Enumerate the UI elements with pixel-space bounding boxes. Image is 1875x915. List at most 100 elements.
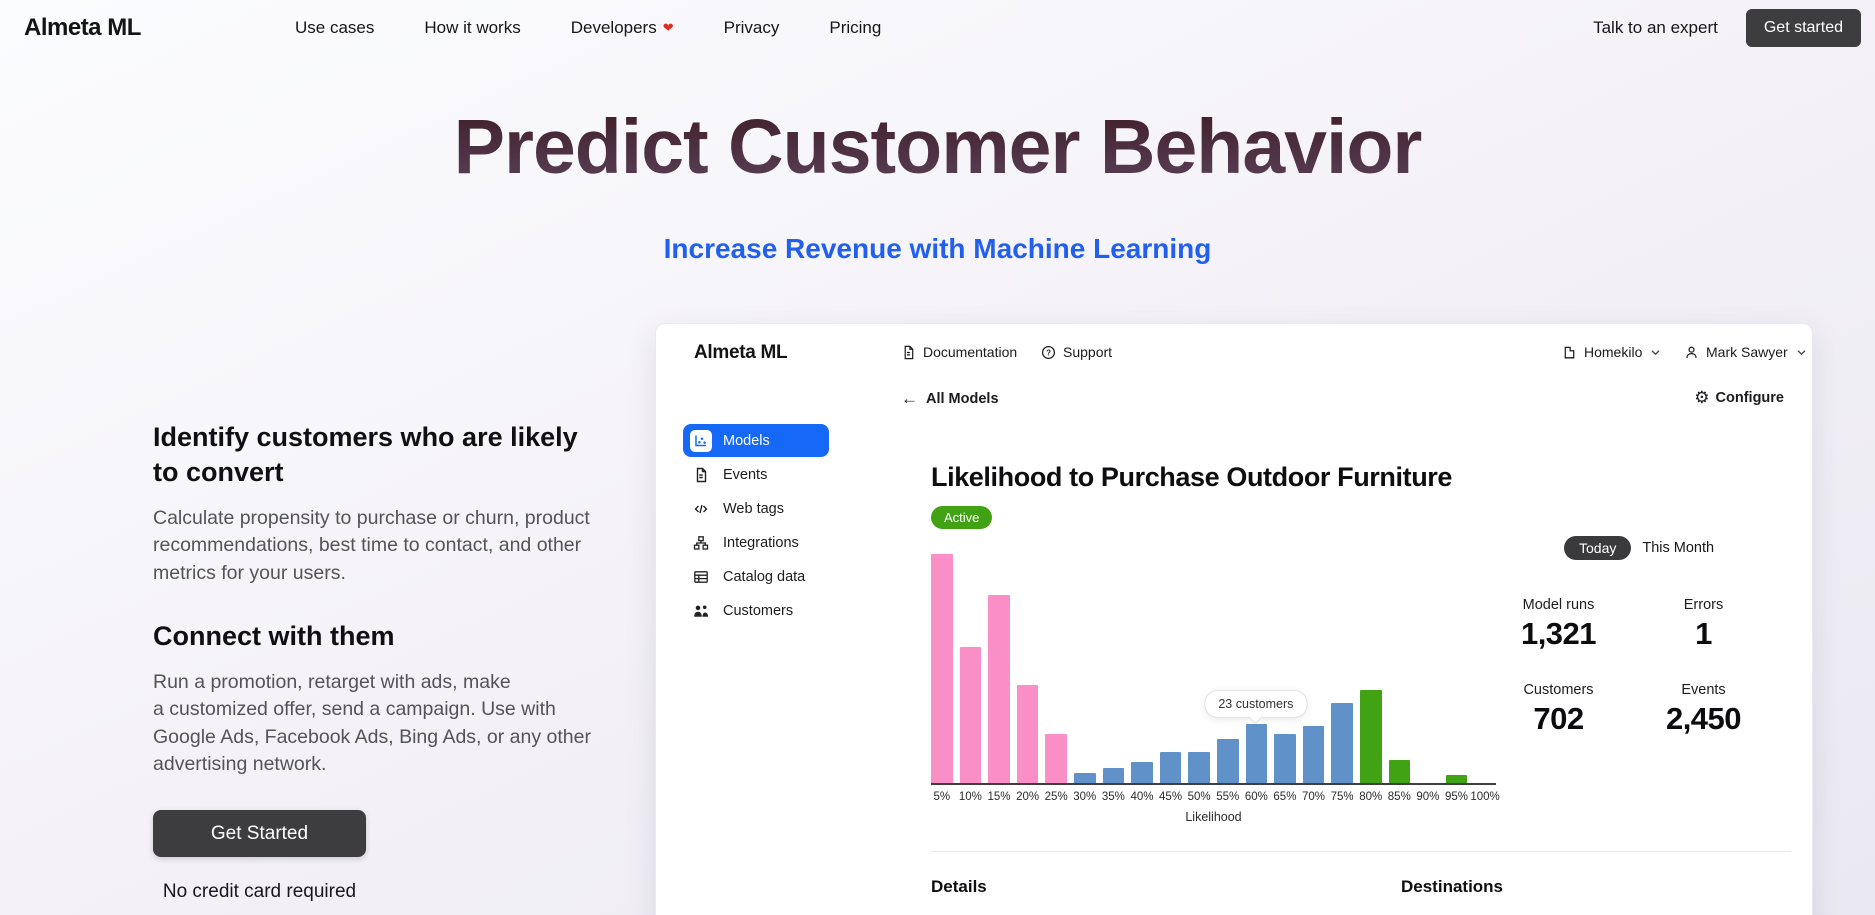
heart-icon: ❤ <box>662 20 674 35</box>
nav-link-pricing[interactable]: Pricing <box>829 18 882 37</box>
support-link[interactable]: ? Support <box>1041 344 1112 360</box>
x-tick-label: 15% <box>987 791 1011 803</box>
histogram-bar-50%[interactable] <box>1188 752 1210 783</box>
get-started-nav-button[interactable]: Get started <box>1745 9 1861 47</box>
toggle-today[interactable]: Today <box>1564 536 1632 560</box>
no-credit-card-note: No credit card required <box>162 881 357 903</box>
x-tick-label: 45% <box>1159 791 1183 803</box>
sidebar-item-integrations[interactable]: Integrations <box>683 526 829 559</box>
table-icon <box>690 566 712 588</box>
hero-title: Predict Customer Behavior <box>0 103 1875 192</box>
sidebar-item-customers[interactable]: Customers <box>683 594 829 627</box>
histogram-bars <box>931 551 1496 785</box>
x-tick-label: 10% <box>958 791 982 803</box>
x-tick-label: 30% <box>1073 791 1097 803</box>
sidebar-item-web-tags[interactable]: Web tags <box>683 492 829 525</box>
histogram-bar-20%[interactable] <box>1016 685 1039 783</box>
code-icon <box>690 498 712 520</box>
talk-to-expert-link[interactable]: Talk to an expert <box>1593 18 1718 37</box>
user-icon <box>1684 345 1699 360</box>
sidebar-item-catalog-data[interactable]: Catalog data <box>683 560 829 593</box>
sidebar-item-label: Catalog data <box>723 568 806 585</box>
gear-icon: ⚙ <box>1694 388 1710 407</box>
section-title-identify: Identify customers who are likely to con… <box>153 422 578 488</box>
breadcrumb[interactable]: ← All Models <box>901 389 999 408</box>
stat-label: Errors <box>1683 597 1724 613</box>
document-icon <box>690 464 712 486</box>
section-body-identify: Calculate propensity to purchase or chur… <box>153 507 590 584</box>
x-axis-labels: 5% 10% 15% 20% 25% 30% 35% 40% 45% 50% 55% 60% 65% 70… <box>931 791 1500 806</box>
x-tick-label: 55% <box>1216 791 1240 803</box>
user-menu[interactable]: Mark Sawyer <box>1684 344 1806 360</box>
histogram-bar-40%[interactable] <box>1131 762 1153 783</box>
marketing-column: Identify customers who are likely to con… <box>153 420 673 903</box>
nav-link-developers[interactable]: Developers ❤ <box>570 18 674 37</box>
nav-right: Talk to an expert Get started <box>1593 0 1861 56</box>
likelihood-histogram: 23 customers <box>931 551 1496 785</box>
x-axis-title: Likelihood <box>1185 810 1242 824</box>
x-tick-label: 20% <box>1016 791 1040 803</box>
stat-model-runs: Model runs 1,321 <box>1486 597 1631 652</box>
x-tick-label: 95% <box>1444 791 1468 803</box>
nav-links: Use cases How it works Developers ❤ Privacy P… <box>295 0 881 56</box>
x-tick-label: 85% <box>1387 791 1411 803</box>
sidebar-item-events[interactable]: Events <box>683 458 829 491</box>
stat-value: 1,321 <box>1520 616 1597 651</box>
documentation-link[interactable]: Documentation <box>901 344 1017 360</box>
question-circle-icon: ? <box>1041 345 1056 360</box>
x-tick-label: 90% <box>1416 791 1440 803</box>
x-tick-label: 50% <box>1187 791 1211 803</box>
histogram-bar-10%[interactable] <box>959 647 982 783</box>
histogram-bar-80%[interactable] <box>1359 690 1382 783</box>
sidebar-item-label: Events <box>723 466 768 483</box>
nav-link-how-it-works[interactable]: How it works <box>424 18 521 37</box>
histogram-bar-45%[interactable] <box>1159 752 1182 783</box>
chart-icon <box>690 429 712 452</box>
period-toggle: Today This Month <box>1564 536 1714 560</box>
destinations-heading: Destinations <box>1401 877 1504 896</box>
stat-label: Model runs <box>1522 597 1595 613</box>
histogram-bar-55%[interactable] <box>1216 739 1239 783</box>
sidebar-item-label: Customers <box>723 602 794 619</box>
sidebar-item-label: Models <box>723 432 770 449</box>
nav-link-use-cases[interactable]: Use cases <box>295 18 375 37</box>
workspace-switcher[interactable]: Homekilo <box>1562 344 1660 360</box>
app-preview-card: Almeta ML Documentation ? Support <box>655 323 1813 915</box>
details-heading: Details <box>931 877 987 896</box>
workspace-icon <box>1562 345 1577 360</box>
cta-group: Get Started No credit card required <box>153 810 366 903</box>
histogram-bar-25%[interactable] <box>1045 734 1067 783</box>
histogram-bar-35%[interactable] <box>1102 768 1125 783</box>
nav-link-privacy[interactable]: Privacy <box>723 18 780 37</box>
configure-button[interactable]: ⚙ Configure <box>1694 388 1784 407</box>
stat-customers: Customers 702 <box>1486 682 1631 737</box>
x-tick-label: 25% <box>1044 791 1068 803</box>
histogram-bar-95%[interactable] <box>1445 775 1468 783</box>
histogram-bar-15%[interactable] <box>988 595 1010 783</box>
app-sidebar: Models Events Web tags Integrations Catalog … <box>683 424 829 627</box>
histogram-bar-75%[interactable] <box>1331 703 1353 783</box>
histogram-bar-60%[interactable] <box>1245 724 1268 783</box>
get-started-cta-button[interactable]: Get Started <box>153 810 366 858</box>
x-tick-label: 40% <box>1130 791 1154 803</box>
histogram-bar-85%[interactable] <box>1388 760 1411 783</box>
histogram-bar-30%[interactable] <box>1073 773 1096 783</box>
x-tick-label: 65% <box>1273 791 1297 803</box>
chart-tooltip: 23 customers <box>1204 690 1308 718</box>
stat-errors: Errors 1 <box>1631 597 1776 652</box>
histogram-bar-70%[interactable] <box>1302 726 1325 783</box>
documentation-icon <box>901 345 916 360</box>
sidebar-item-label: Integrations <box>723 534 799 551</box>
toggle-this-month[interactable]: This Month <box>1642 540 1715 556</box>
chevron-down-icon <box>1651 349 1660 356</box>
sidebar-item-models[interactable]: Models <box>683 424 829 457</box>
section-title-connect: Connect with them <box>153 621 395 652</box>
app-logo: Almeta ML <box>694 342 788 363</box>
stat-label: Events <box>1681 682 1726 698</box>
x-tick-label: 100% <box>1470 791 1500 803</box>
chevron-down-icon <box>1797 349 1806 356</box>
histogram-bar-5%[interactable] <box>931 554 953 783</box>
back-arrow-icon: ← <box>901 389 918 408</box>
x-tick-label: 75% <box>1330 791 1354 803</box>
histogram-bar-65%[interactable] <box>1274 734 1296 783</box>
